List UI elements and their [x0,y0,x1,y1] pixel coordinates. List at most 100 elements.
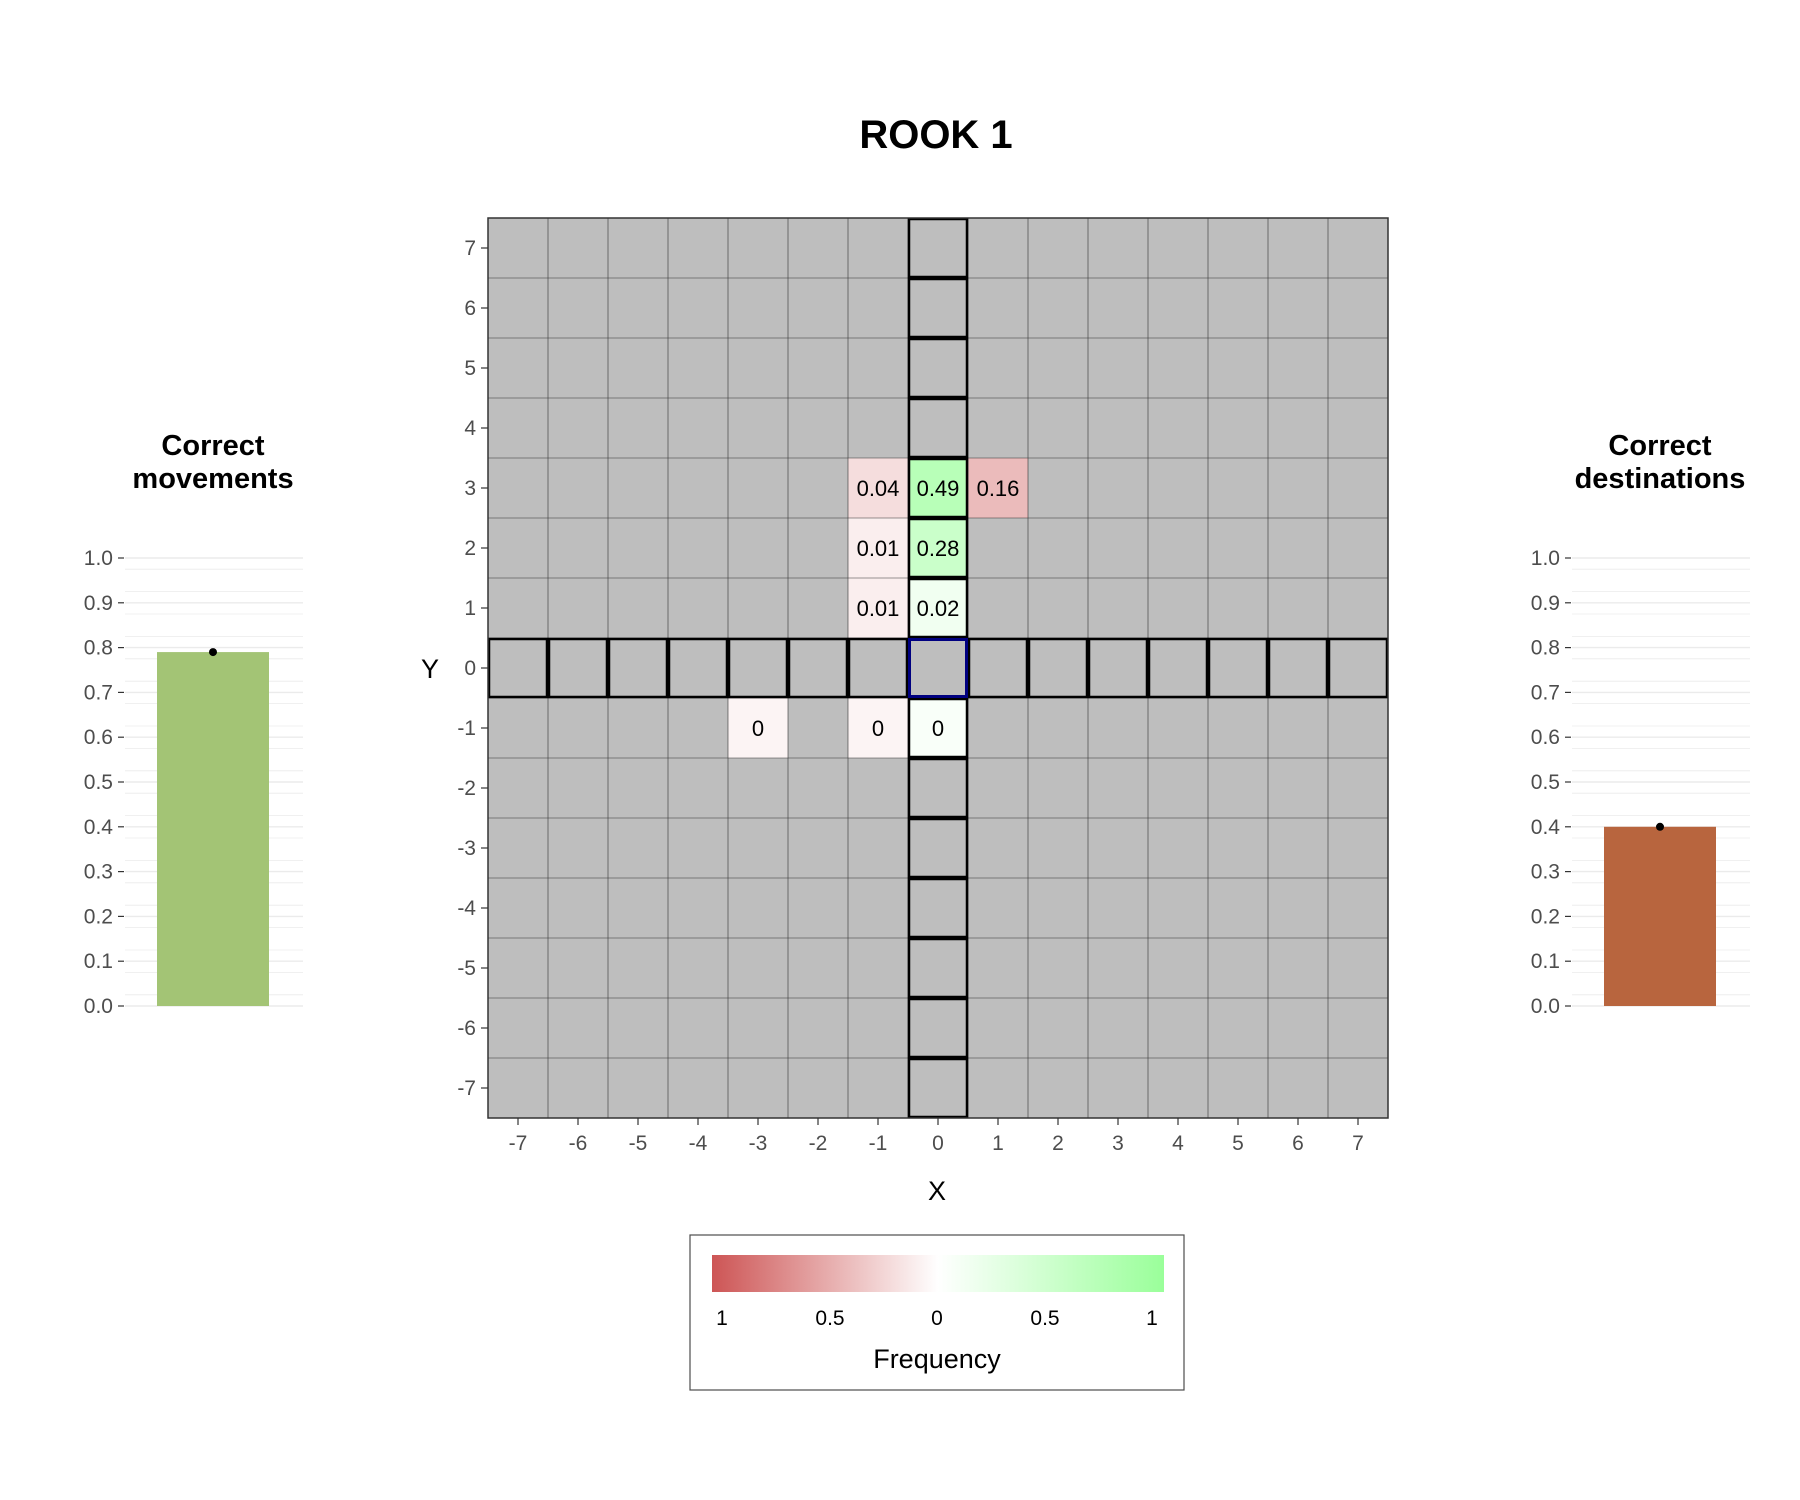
x-tick-label: 7 [1352,1132,1364,1155]
y-tick-label: 1 [464,597,476,620]
x-tick-label: 0 [932,1132,944,1155]
legal-move-outline [667,637,729,699]
bar-y-tick-label: 0.5 [84,771,113,794]
bar-y-tick-label: 0.1 [1531,950,1560,973]
heatmap-cell [728,698,788,758]
cell-value-label: 0.28 [917,536,960,561]
cell-value-label: 0 [932,716,944,741]
destinations-title-line-1: Correct [1608,430,1711,462]
legend-tick-label: 1 [1146,1307,1158,1330]
x-tick-label: -6 [569,1132,588,1155]
y-tick-label: 6 [464,297,476,320]
movements-title-line-1: Correct [161,430,264,462]
cell-value-label: 0.49 [917,476,960,501]
legal-move-outline [907,817,969,879]
cell-value-label: 0 [752,716,764,741]
y-tick-label: -7 [457,1077,476,1100]
y-tick-label: 7 [464,237,476,260]
cell-value-label: 0.01 [857,596,900,621]
bar-y-tick-label: 0.2 [1531,905,1560,928]
bar-y-tick-label: 1.0 [1531,547,1560,570]
legend-tick-label: 0.5 [815,1307,844,1330]
legal-move-outline [547,637,609,699]
chart-title: ROOK 1 [859,113,1012,157]
x-tick-label: 5 [1232,1132,1244,1155]
bar-y-tick-label: 0.9 [1531,592,1560,615]
legal-move-outline [907,277,969,339]
bar [1604,826,1716,1006]
heatmap-panel: 0.04 0.49 0.16 0.01 0.28 0.01 0.02 0 0 0 -7 -6 -5 -4 -… [457,217,1389,1155]
bar-y-tick-label: 0.3 [84,861,113,884]
heatmap-cell [848,518,908,578]
legal-move-outline [1267,637,1329,699]
x-tick-label: -3 [749,1132,768,1155]
legal-move-outline [907,517,969,579]
x-tick-label: 1 [992,1132,1004,1155]
y-tick-label: -3 [457,837,476,860]
y-tick-label: -5 [457,957,476,980]
x-tick-label: 6 [1292,1132,1304,1155]
legal-move-outline [1147,637,1209,699]
cell-value-label: 0 [872,716,884,741]
y-axis-title: Y [421,654,439,684]
x-tick-label: 2 [1052,1132,1064,1155]
legal-move-outline [1027,637,1089,699]
bar-y-tick-label: 0.3 [1531,861,1560,884]
heatmap-cell [908,458,968,518]
bar-y-tick-label: 0.8 [84,637,113,660]
heatmap-cell [908,578,968,638]
heatmap-cell [848,578,908,638]
x-tick-label: -4 [689,1132,708,1155]
movements-title-line-2: movements [132,463,293,495]
legal-move-outline [907,697,969,759]
legend-tick-label: 0.5 [1030,1307,1059,1330]
heatmap-cell [908,518,968,578]
legal-move-outline [1087,637,1149,699]
bar-y-tick-label: 0.5 [1531,771,1560,794]
frequency-legend: 1 0.5 0 0.5 1 Frequency [689,1234,1185,1391]
bar-y-tick-label: 0.0 [84,995,113,1018]
x-tick-label: -1 [869,1132,888,1155]
legal-move-outline [487,637,549,699]
bar-value-point [209,648,217,657]
legend-colorbar [712,1255,1164,1292]
legal-move-outline [907,877,969,939]
x-tick-label: -5 [629,1132,648,1155]
heatmap-cell [968,458,1028,518]
x-tick-label: -7 [509,1132,528,1155]
heatmap-cell [908,698,968,758]
y-tick-label: -4 [457,897,476,920]
y-tick-label: 5 [464,357,476,380]
legend-title: Frequency [873,1344,1001,1374]
bar-y-tick-label: 0.4 [84,816,114,839]
x-axis-title: X [928,1176,946,1206]
legal-move-outline [907,757,969,819]
heatmap-background [488,218,1388,1118]
legal-move-outline [907,397,969,459]
bar-y-tick-label: 1.0 [84,547,113,570]
y-tick-label: -1 [457,717,476,740]
legal-move-outline [907,217,969,279]
x-tick-label: 3 [1112,1132,1124,1155]
legal-move-outline [907,1057,969,1119]
y-tick-label: -6 [457,1017,476,1040]
cell-value-label: 0.02 [917,596,960,621]
y-tick-label: 4 [464,417,476,440]
legal-move-outline [607,637,669,699]
destinations-bar-panel: 0.0 0.1 0.2 0.3 0.4 0.5 0.6 0.7 0.8 0.9 1.0 [1531,547,1750,1018]
bar-y-tick-label: 0.6 [1531,726,1560,749]
legal-move-outline [907,997,969,1059]
y-tick-label: 3 [464,477,476,500]
bar-y-tick-label: 0.1 [84,950,113,973]
bar-y-tick-label: 0.7 [84,681,113,704]
legal-move-outline [1327,637,1389,699]
bar-y-tick-label: 0.0 [1531,995,1560,1018]
cell-value-label: 0.01 [857,536,900,561]
bar-value-point [1656,822,1664,831]
bar [157,652,269,1006]
bar-y-tick-label: 0.8 [1531,637,1560,660]
legal-move-outline [727,637,789,699]
y-tick-label: 2 [464,537,476,560]
heatmap-cell [848,698,908,758]
